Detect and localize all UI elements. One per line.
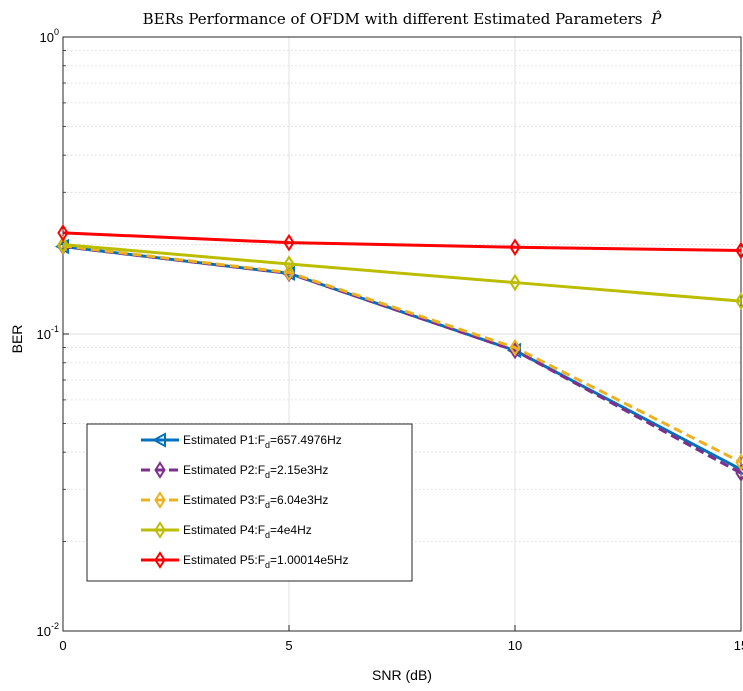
legend-box [86,423,413,582]
legend-label: Estimated P4:Fd=4e4Hz [183,523,312,540]
y-tick-label: 10-2 [37,621,59,639]
x-tick-label: 15 [734,638,743,653]
data-point-marker [283,233,295,252]
data-point-marker [735,453,743,472]
data-point-marker [154,551,166,569]
legend-label: Estimated P5:Fd=1.00014e5Hz [183,553,348,570]
legend-item: Estimated P1:Fd=657.4976Hz [141,432,342,450]
data-point-marker [735,464,743,483]
chart-title: BERs Performance of OFDM with different … [143,10,663,28]
legend-item: Estimated P5:Fd=1.00014e5Hz [141,551,348,570]
plot-area: 0 5 10 15 100 10-1 10-2 Estimated P1:Fd=657.497… [37,27,743,653]
legend-item: Estimated P4:Fd=4e4Hz [141,521,312,540]
data-point-marker [151,432,166,448]
data-point-marker [283,255,295,273]
y-axis-label: BER [9,325,25,354]
data-point-marker [154,461,166,479]
legend-label: Estimated P3:Fd=6.04e3Hz [183,493,328,510]
legend-item: Estimated P3:Fd=6.04e3Hz [141,491,328,510]
series-5 [57,224,743,260]
series-4 [57,235,743,311]
series-line [62,243,742,303]
y-tick-label: 100 [40,27,59,45]
data-point-marker [57,235,69,254]
data-point-marker [735,292,743,311]
x-tick-label: 10 [508,638,522,653]
x-tick-label: 0 [59,638,66,653]
y-tick-label: 10-1 [37,324,59,342]
data-point-marker [57,224,69,242]
data-point-marker [509,238,521,257]
data-point-marker [154,491,166,509]
x-axis-label: SNR (dB) [372,667,432,683]
series-line [62,231,742,253]
legend-label: Estimated P1:Fd=657.4976Hz [183,433,342,450]
data-point-marker [509,273,521,292]
data-point-marker [735,241,743,260]
legend: Estimated P1:Fd=657.4976Hz Estimated P2:F… [86,423,413,582]
legend-label: Estimated P2:Fd=2.15e3Hz [183,463,328,480]
data-point-marker [509,338,521,357]
data-point-marker [283,263,295,282]
legend-item: Estimated P2:Fd=2.15e3Hz [141,461,328,480]
x-tick-label: 5 [285,638,292,653]
series-line [62,244,742,464]
data-point-marker [154,521,166,539]
